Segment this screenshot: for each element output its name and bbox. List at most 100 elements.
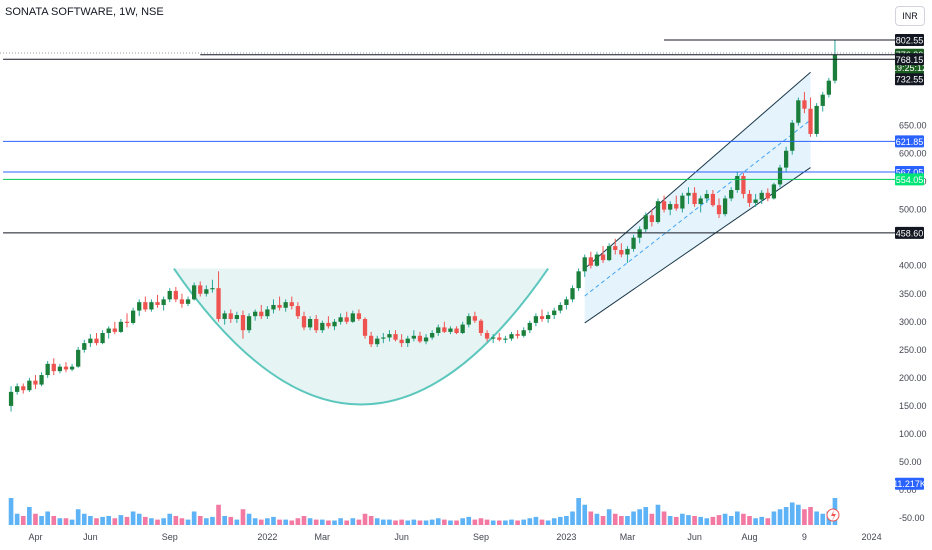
candle-body <box>295 306 301 317</box>
candle-body <box>430 333 435 338</box>
candle-body <box>173 290 178 300</box>
candle-body <box>765 192 770 199</box>
volume-bar <box>820 513 826 525</box>
volume-bar <box>539 519 545 525</box>
candle-body <box>253 311 258 317</box>
volume-bar <box>747 516 752 525</box>
candle-body <box>185 299 191 304</box>
candle-body <box>698 198 703 205</box>
volume-bar <box>423 520 429 525</box>
candle-body <box>497 337 502 340</box>
volume-bar <box>338 518 343 525</box>
volume-bar <box>808 507 813 525</box>
candle-body <box>722 198 728 215</box>
candle-body <box>796 100 801 123</box>
volume-bar <box>521 519 527 525</box>
candle-body <box>637 229 642 238</box>
price-label-text: 11.217K <box>893 479 926 489</box>
candle-body <box>631 237 636 249</box>
candle-body <box>777 167 783 185</box>
volume-bar <box>161 518 166 525</box>
price-tick-label: 50.00 <box>899 457 922 467</box>
volume-bar <box>210 516 215 525</box>
candle-body <box>588 257 593 266</box>
volume-bar <box>155 519 160 525</box>
candle-body <box>668 204 673 210</box>
candle-body <box>124 321 130 323</box>
volume-bar <box>753 518 758 525</box>
candle-body <box>607 246 612 261</box>
volume-bar <box>88 516 93 525</box>
candle-body <box>375 338 380 345</box>
candle-body <box>57 366 63 372</box>
volume-bar <box>667 516 673 525</box>
volume-bar <box>124 516 130 525</box>
candle-body <box>613 246 618 251</box>
price-label: 768.15 <box>895 53 924 66</box>
candle-body <box>167 290 172 300</box>
price-label: 554.05 <box>895 173 924 186</box>
volume-bar <box>728 516 734 525</box>
volume-bar <box>765 518 771 525</box>
candle-body <box>192 285 197 300</box>
price-tick-label: 600.00 <box>899 149 927 159</box>
volume-bar <box>167 513 173 525</box>
candle-body <box>399 339 404 344</box>
volume-bar <box>802 509 807 525</box>
volume-bar <box>655 504 661 525</box>
candle-body <box>344 317 349 322</box>
volume-bar <box>130 511 136 525</box>
volume-bar <box>435 518 441 525</box>
candle-body <box>137 302 142 311</box>
candle-body <box>411 335 416 339</box>
price-tick-label: 100.00 <box>899 429 927 439</box>
candle-body <box>771 184 777 199</box>
candle-body <box>228 313 233 319</box>
price-label: 732.55 <box>895 73 924 86</box>
volume-bar <box>271 516 276 525</box>
volume-bar <box>466 516 472 525</box>
candle-body <box>198 285 203 294</box>
volume-bar <box>582 504 588 525</box>
candle-body <box>350 313 355 322</box>
candle-body <box>88 338 93 344</box>
price-label-text: 567.05 <box>896 168 924 178</box>
time-tick-label: 2023 <box>556 532 576 542</box>
volume-bar <box>777 509 783 525</box>
time-tick-label: 2024 <box>862 532 882 542</box>
volume-bar <box>69 519 75 525</box>
volume-bar <box>326 520 331 525</box>
volume-bar <box>484 519 490 525</box>
volume-bar <box>460 518 465 525</box>
volume-bar <box>612 513 618 525</box>
candle-body <box>326 322 331 327</box>
volume-bar <box>319 519 325 525</box>
price-label-bg <box>895 135 924 148</box>
volume-bar <box>496 520 502 525</box>
candle-body <box>368 335 374 345</box>
price-label-text: 458.60 <box>896 228 924 238</box>
drawings-layer <box>173 71 811 406</box>
volume-bar <box>789 502 795 525</box>
volume-bar <box>27 507 32 525</box>
volume-bar <box>356 519 362 525</box>
currency-button[interactable]: INR <box>895 6 925 26</box>
time-tick-label: Mar <box>620 532 636 542</box>
candle-body <box>277 304 282 308</box>
price-label-bg <box>895 173 924 186</box>
volume-bar <box>368 516 374 525</box>
volume-bar <box>625 516 630 525</box>
time-tick-label: Sep <box>473 532 489 542</box>
volume-bar <box>783 507 789 525</box>
candle-body <box>442 327 447 332</box>
candle-body <box>600 254 606 261</box>
volume-bar <box>258 519 264 525</box>
candle-body <box>649 215 654 222</box>
volume-bar <box>344 520 350 525</box>
candle-body <box>149 302 154 310</box>
volume-bar <box>136 513 142 525</box>
candle-body <box>826 80 831 95</box>
volume-bar <box>393 520 398 525</box>
volume-bar <box>509 519 514 525</box>
